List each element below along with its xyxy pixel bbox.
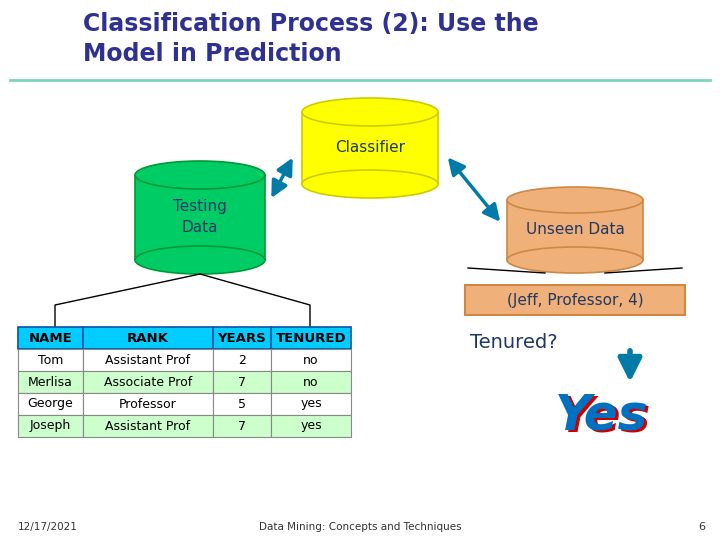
Bar [271, 371, 351, 393]
Ellipse shape [135, 246, 265, 274]
Text: Associate Prof: Associate Prof [104, 375, 192, 388]
Bar [507, 200, 643, 260]
Text: 7: 7 [238, 420, 246, 433]
Bar [302, 112, 438, 184]
Ellipse shape [302, 170, 438, 198]
Bar [271, 393, 351, 415]
Text: 12/17/2021: 12/17/2021 [18, 522, 78, 532]
Text: 7: 7 [238, 375, 246, 388]
Bar [18, 393, 83, 415]
Text: Tenured?: Tenured? [470, 334, 557, 353]
Text: Joseph: Joseph [30, 420, 71, 433]
Text: Unseen Data: Unseen Data [526, 222, 624, 238]
Text: Tom: Tom [38, 354, 63, 367]
Bar [83, 415, 213, 437]
Bar [213, 327, 271, 349]
FancyBboxPatch shape [465, 285, 685, 315]
Text: Classifier: Classifier [335, 140, 405, 156]
Bar [83, 371, 213, 393]
Ellipse shape [507, 247, 643, 273]
Text: 6: 6 [698, 522, 705, 532]
Bar [271, 349, 351, 371]
Text: Yes: Yes [555, 391, 649, 439]
Bar [213, 371, 271, 393]
Text: TENURED: TENURED [276, 332, 346, 345]
Text: NAME: NAME [29, 332, 73, 345]
Ellipse shape [135, 161, 265, 189]
Text: Merlisa: Merlisa [28, 375, 73, 388]
Text: YEARS: YEARS [217, 332, 266, 345]
Bar [18, 349, 83, 371]
Text: Professor: Professor [119, 397, 177, 410]
Bar [213, 415, 271, 437]
Text: (Jeff, Professor, 4): (Jeff, Professor, 4) [507, 293, 643, 307]
Bar [83, 393, 213, 415]
Bar [18, 415, 83, 437]
Text: no: no [303, 375, 319, 388]
Ellipse shape [302, 98, 438, 126]
Bar [18, 327, 83, 349]
Text: no: no [303, 354, 319, 367]
Bar [135, 175, 265, 260]
Text: Assistant Prof: Assistant Prof [105, 354, 191, 367]
Ellipse shape [507, 187, 643, 213]
Bar [18, 371, 83, 393]
Text: yes: yes [300, 397, 322, 410]
Text: George: George [27, 397, 73, 410]
Text: 5: 5 [238, 397, 246, 410]
Text: Classification Process (2): Use the
Model in Prediction: Classification Process (2): Use the Mode… [83, 12, 539, 66]
Bar [83, 349, 213, 371]
Text: 2: 2 [238, 354, 246, 367]
Text: Data Mining: Concepts and Techniques: Data Mining: Concepts and Techniques [258, 522, 462, 532]
Bar [271, 327, 351, 349]
Text: Testing
Data: Testing Data [173, 199, 227, 235]
Bar [213, 393, 271, 415]
Text: RANK: RANK [127, 332, 169, 345]
Text: yes: yes [300, 420, 322, 433]
Text: Assistant Prof: Assistant Prof [105, 420, 191, 433]
Bar [271, 415, 351, 437]
Bar [83, 327, 213, 349]
Bar [213, 349, 271, 371]
Text: Yes: Yes [558, 394, 652, 442]
